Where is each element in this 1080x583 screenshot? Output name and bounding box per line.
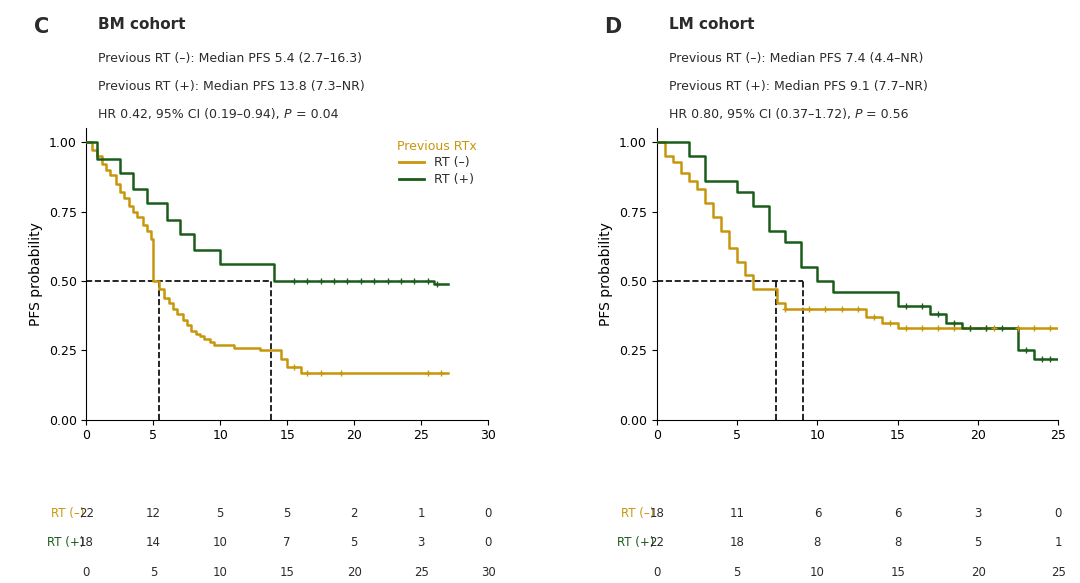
Text: 18: 18 (649, 507, 664, 520)
Text: Previous RT (–): Median PFS 5.4 (2.7–16.3): Previous RT (–): Median PFS 5.4 (2.7–16.… (98, 52, 363, 65)
Text: Previous RT (+): Median PFS 9.1 (7.7–NR): Previous RT (+): Median PFS 9.1 (7.7–NR) (669, 80, 928, 93)
Text: 14: 14 (146, 536, 161, 549)
Text: RT (+): RT (+) (48, 536, 84, 549)
Text: Previous RT (–): Median PFS 7.4 (4.4–NR): Previous RT (–): Median PFS 7.4 (4.4–NR) (669, 52, 923, 65)
Text: 30: 30 (481, 566, 496, 578)
Text: 22: 22 (79, 507, 94, 520)
Text: 5: 5 (733, 566, 741, 578)
Text: 5: 5 (974, 536, 982, 549)
Text: 18: 18 (730, 536, 744, 549)
Y-axis label: PFS probability: PFS probability (599, 222, 613, 326)
Text: BM cohort: BM cohort (98, 17, 186, 33)
Text: 3: 3 (418, 536, 424, 549)
Text: 0: 0 (484, 507, 491, 520)
Text: D: D (605, 17, 622, 37)
Text: HR 0.80, 95% CI (0.37–1.72),: HR 0.80, 95% CI (0.37–1.72), (669, 108, 854, 121)
Text: 8: 8 (813, 536, 821, 549)
Text: C: C (35, 17, 50, 37)
Text: 6: 6 (813, 507, 821, 520)
Legend: RT (–), RT (+): RT (–), RT (+) (392, 135, 482, 191)
Text: 12: 12 (146, 507, 161, 520)
Text: 6: 6 (894, 507, 902, 520)
Text: 2: 2 (350, 507, 357, 520)
Text: 7: 7 (283, 536, 291, 549)
Text: 5: 5 (351, 536, 357, 549)
Text: 0: 0 (1055, 507, 1062, 520)
Text: 20: 20 (971, 566, 986, 578)
Text: 15: 15 (280, 566, 295, 578)
Text: 1: 1 (417, 507, 424, 520)
Text: 0: 0 (653, 566, 661, 578)
Text: 15: 15 (890, 566, 905, 578)
Text: = 0.56: = 0.56 (862, 108, 908, 121)
Y-axis label: PFS probability: PFS probability (29, 222, 43, 326)
Text: 18: 18 (79, 536, 94, 549)
Text: 5: 5 (284, 507, 291, 520)
Text: 25: 25 (414, 566, 429, 578)
Text: 0: 0 (484, 536, 491, 549)
Text: 10: 10 (213, 536, 228, 549)
Text: 5: 5 (150, 566, 157, 578)
Text: RT (–): RT (–) (51, 507, 84, 520)
Text: 11: 11 (730, 507, 744, 520)
Text: HR 0.42, 95% CI (0.19–0.94),: HR 0.42, 95% CI (0.19–0.94), (98, 108, 284, 121)
Text: Previous RT (+): Median PFS 13.8 (7.3–NR): Previous RT (+): Median PFS 13.8 (7.3–NR… (98, 80, 365, 93)
Text: RT (–): RT (–) (621, 507, 654, 520)
Text: 8: 8 (894, 536, 902, 549)
Text: 10: 10 (810, 566, 825, 578)
Text: 1: 1 (1055, 536, 1062, 549)
Text: 3: 3 (974, 507, 982, 520)
Text: = 0.04: = 0.04 (292, 108, 338, 121)
Text: LM cohort: LM cohort (669, 17, 754, 33)
Text: 0: 0 (83, 566, 90, 578)
Text: P: P (854, 108, 862, 121)
Text: RT (+): RT (+) (618, 536, 654, 549)
Text: 22: 22 (649, 536, 664, 549)
Text: 20: 20 (347, 566, 362, 578)
Text: 5: 5 (217, 507, 224, 520)
Text: P: P (284, 108, 292, 121)
Text: 10: 10 (213, 566, 228, 578)
Text: 25: 25 (1051, 566, 1066, 578)
